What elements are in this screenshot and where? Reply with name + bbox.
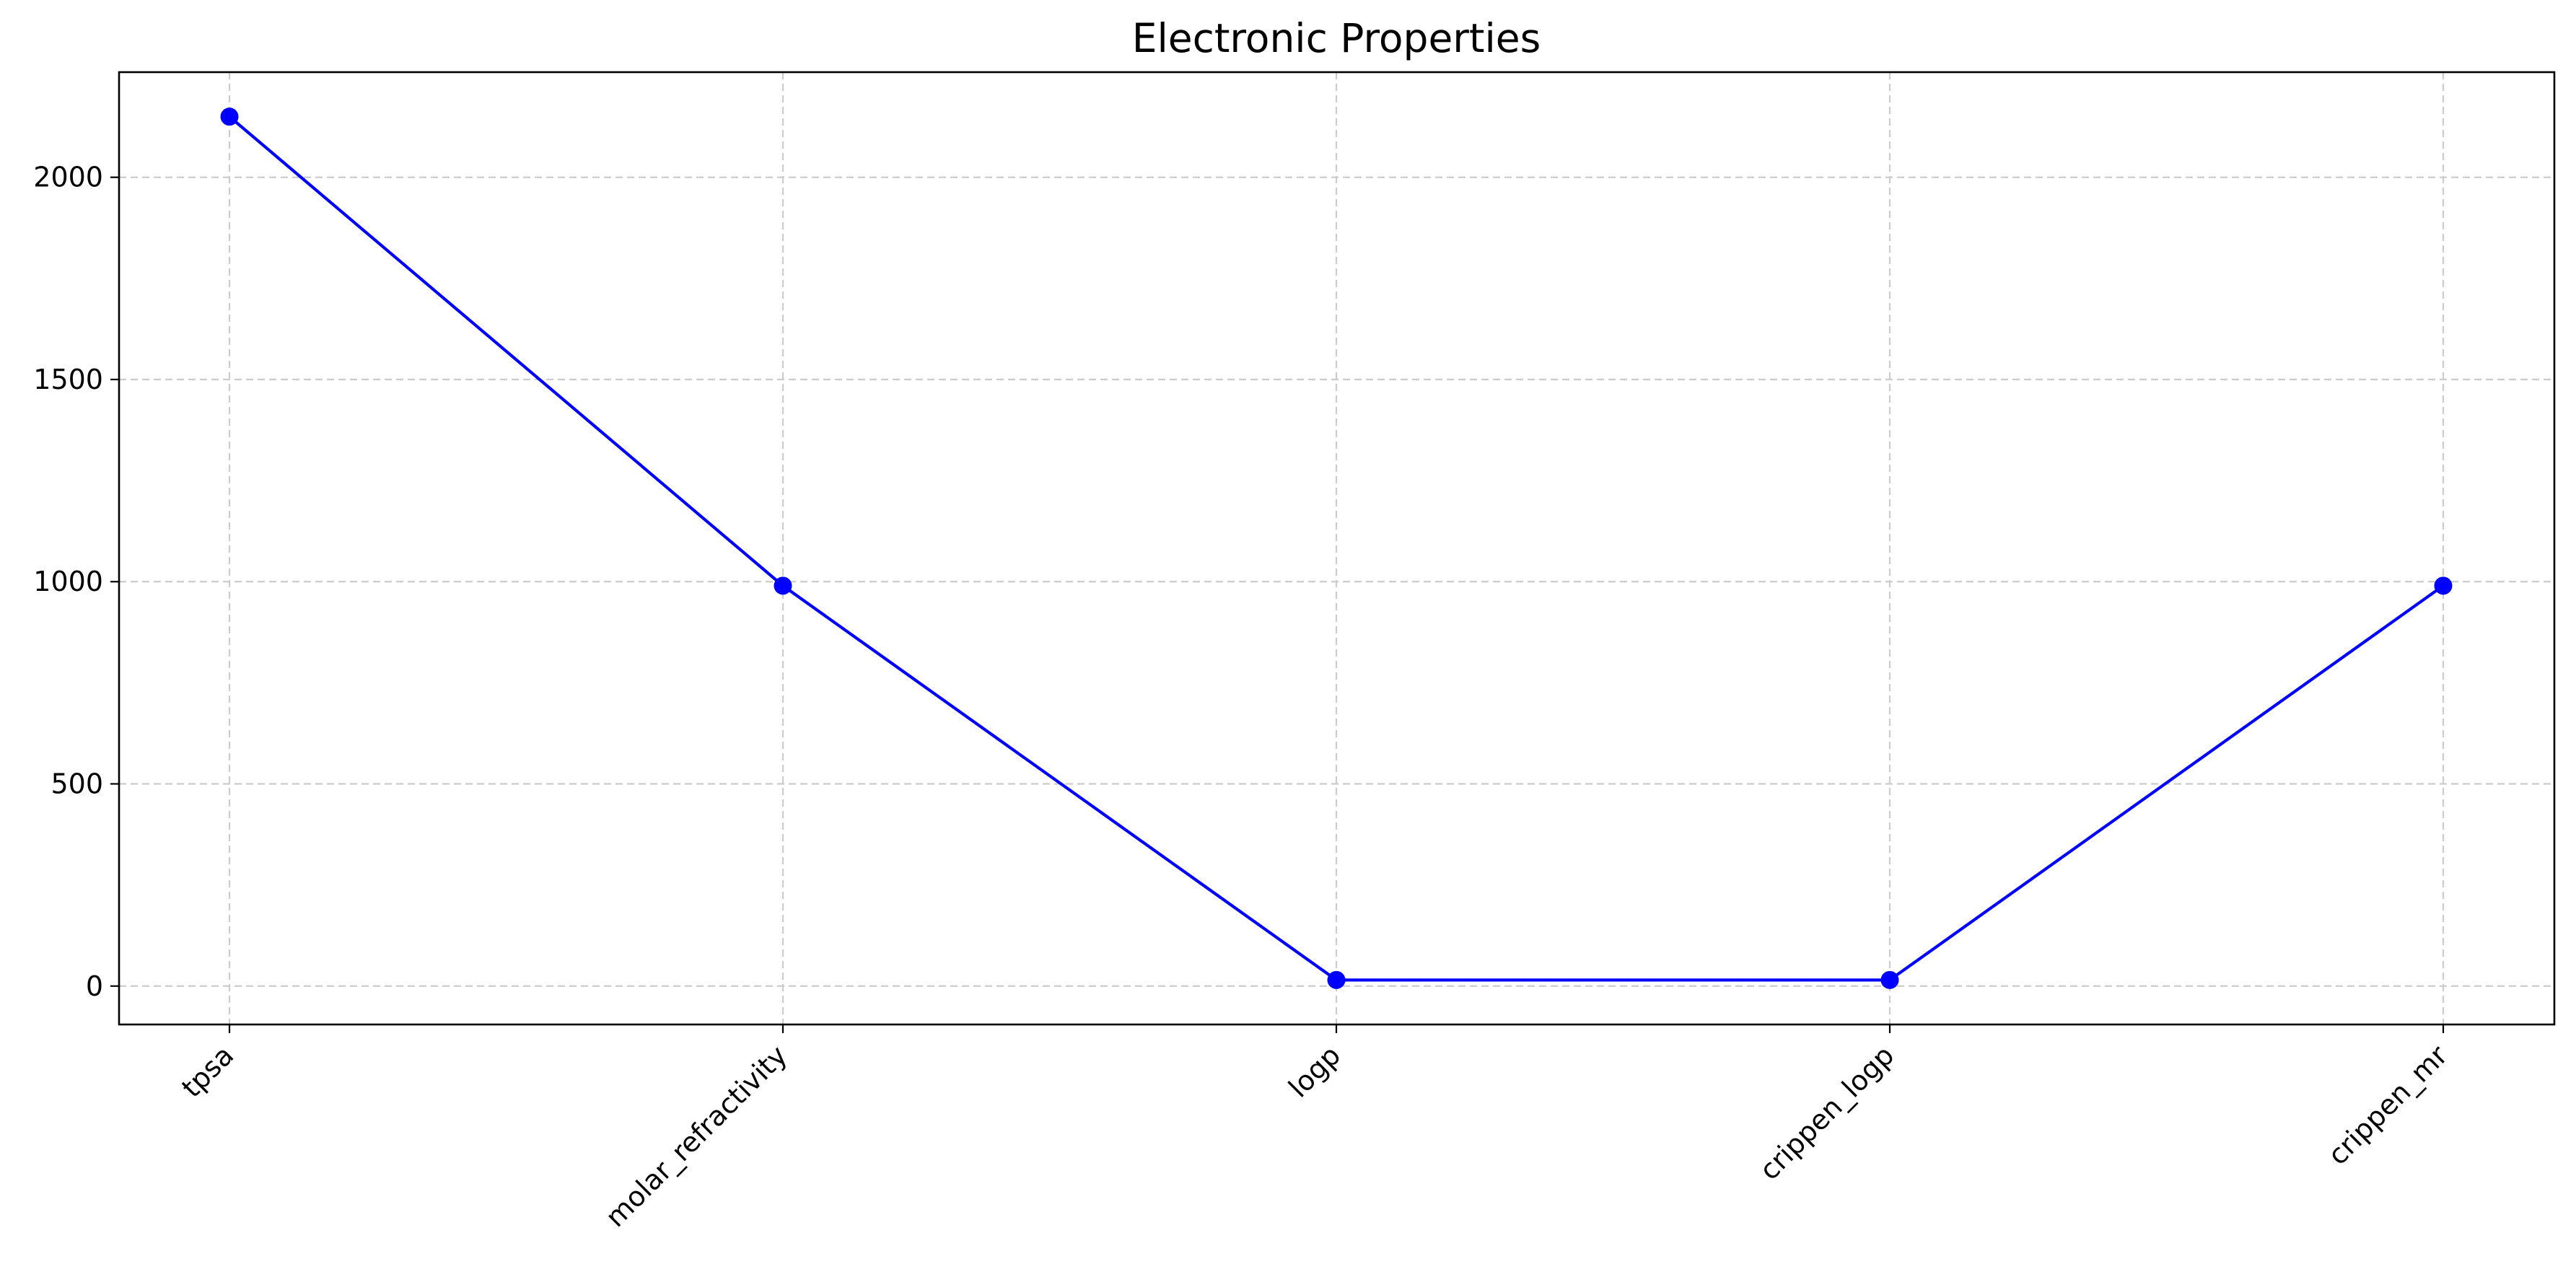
data-point-tpsa [220,107,239,126]
x-tick-label: molar_refractivity [600,1040,794,1234]
y-tick-label: 2000 [33,162,103,193]
chart-title: Electronic Properties [1132,15,1541,61]
x-tick-label: crippen_logp [1753,1040,1901,1187]
ticks-layer: 0 500 1000 1500 2000 tpsa molar_refractivity lo… [33,162,2453,1234]
x-tick-label: logp [1282,1040,1346,1104]
y-tick-label: 0 [86,970,103,1002]
x-tick-label: tpsa [175,1040,240,1104]
data-point-crippen-logp [1880,970,1899,989]
x-tick-label: crippen_mr [2322,1039,2454,1171]
y-tick-label: 1500 [33,364,103,395]
data-point-crippen-mr [2434,576,2453,595]
y-tick-label: 500 [51,768,103,799]
series-layer [220,107,2453,989]
data-point-molar-refractivity [774,576,792,595]
y-tick-label: 1000 [33,566,103,597]
data-point-logp [1327,970,1346,989]
grid-layer [119,72,2554,1024]
